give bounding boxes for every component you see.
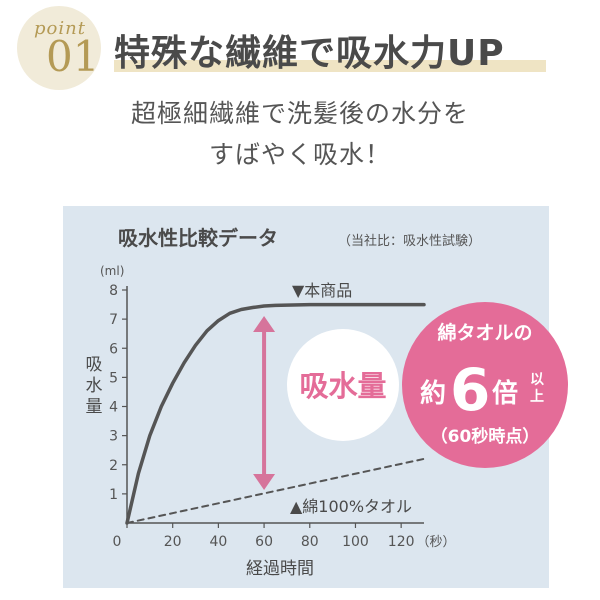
chart-title: 吸水性比較データ <box>118 226 278 250</box>
difference-arrow-head-down <box>253 474 276 490</box>
callout-line-3: （60秒時点） <box>431 426 540 447</box>
x-tick-label: 80 <box>301 534 319 550</box>
y-axis-unit: (ml) <box>100 264 124 278</box>
y-tick-label: 4 <box>109 400 118 416</box>
subtitle-line-2: すばやく吸水！ <box>208 140 391 169</box>
callout-number: 6 <box>450 356 490 424</box>
series-line-1 <box>126 457 425 524</box>
x-tick-label: 120 <box>388 534 415 550</box>
callout-circle <box>402 302 568 468</box>
point-badge-circle <box>17 6 101 90</box>
callout-extra-2: 上 <box>530 389 544 405</box>
subtitle-line-1: 超極細繊維で洗髪後の水分を <box>130 99 469 128</box>
arrow-label: 吸水量 <box>299 369 386 403</box>
x-tick-label: 100 <box>342 534 369 550</box>
difference-arrow-head-up <box>253 316 276 332</box>
y-tick-label: 7 <box>109 312 118 328</box>
arrow-label-circle <box>287 329 399 441</box>
callout-suffix: 倍 <box>492 378 518 409</box>
chart-title-note: （当社比：吸水性試験） <box>338 233 481 249</box>
x-tick-label: 60 <box>255 534 273 550</box>
point-badge-word: point <box>34 18 86 39</box>
point-badge-number: 01 <box>46 32 100 81</box>
y-tick-label: 5 <box>109 370 118 386</box>
x-tick-label: 40 <box>209 534 227 550</box>
x-axis-label: 経過時間 <box>246 559 314 579</box>
y-tick-label: 8 <box>109 283 118 299</box>
y-tick-label: 2 <box>109 458 118 474</box>
x-tick-label: 0 <box>113 534 122 550</box>
y-axis-label: 吸水量 <box>86 355 103 417</box>
headline: 特殊な繊維で吸水力UP <box>114 33 505 74</box>
x-tick-label: 20 <box>164 534 182 550</box>
y-tick-label: 6 <box>109 341 118 357</box>
series-line-0 <box>125 302 426 525</box>
callout-extra-1: 以 <box>530 372 544 388</box>
series-label-product: ▼本商品 <box>292 281 352 300</box>
series-label-cotton: ▲綿100%タオル <box>290 497 412 516</box>
callout-line-1: 綿タオルの <box>437 321 532 344</box>
headline-underline <box>114 60 546 72</box>
x-axis-unit: （秒） <box>416 535 455 550</box>
y-tick-label: 3 <box>109 429 118 445</box>
callout-prefix: 約 <box>420 378 446 409</box>
y-tick-label: 1 <box>109 487 118 503</box>
